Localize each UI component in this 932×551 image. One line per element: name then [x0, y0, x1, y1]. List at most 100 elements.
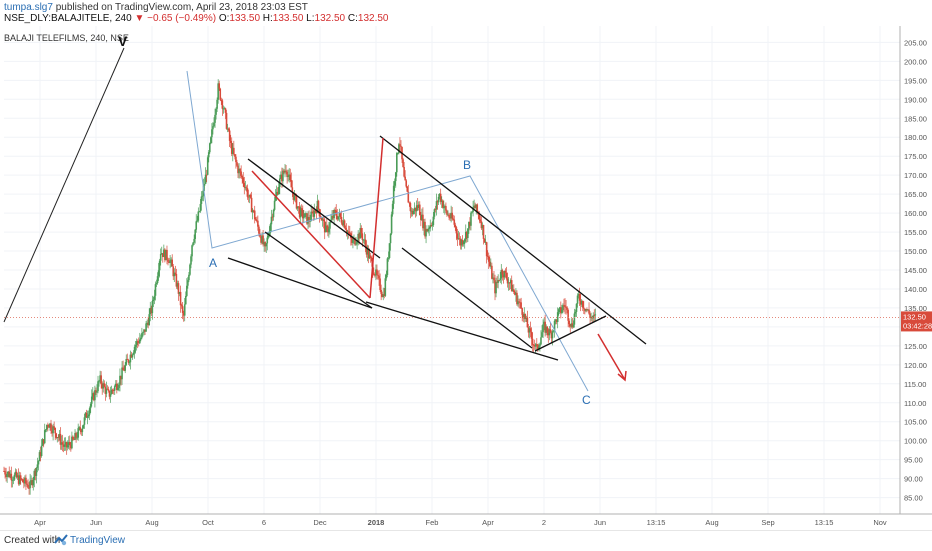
candle-body — [445, 206, 447, 211]
candle-body — [581, 300, 584, 308]
candle-body — [326, 225, 328, 227]
candle-body — [398, 144, 400, 153]
candle-body — [181, 306, 184, 313]
candle-body — [3, 471, 5, 472]
candle-body — [96, 391, 98, 393]
candle-body — [221, 100, 224, 109]
candle-body — [526, 317, 529, 328]
candle-body — [538, 346, 540, 349]
red-trend-line — [251, 170, 371, 299]
candle-body — [192, 242, 194, 246]
candle-body — [473, 205, 475, 208]
candle-body — [6, 473, 8, 477]
price-tick-label: 170.00 — [904, 171, 927, 180]
grid-lines — [4, 26, 900, 514]
price-tick-label: 195.00 — [904, 76, 927, 85]
candle-body — [443, 207, 445, 209]
time-axis[interactable]: Apr Jun Aug Oct 6 Dec 2018 Feb Apr 2 Jun 13:15 Aug Se… — [0, 513, 932, 527]
candle-body — [373, 272, 375, 275]
candle-body — [466, 231, 468, 239]
candle-body — [458, 238, 461, 240]
candle-body — [224, 108, 227, 113]
candle-body — [237, 165, 239, 174]
candle-body — [551, 331, 554, 339]
candle-body — [520, 302, 522, 309]
candle-body — [154, 284, 157, 296]
low-label: L: — [306, 13, 315, 24]
candle-body — [545, 326, 548, 333]
candle-body — [53, 426, 55, 428]
candle-body — [5, 474, 7, 477]
price-tick-label: 105.00 — [904, 418, 927, 427]
candle-body — [230, 142, 233, 154]
candle-body — [336, 215, 339, 220]
candle-body — [220, 99, 223, 101]
candle-body — [90, 396, 93, 404]
candle-body — [573, 313, 576, 325]
time-tick-label: Apr — [482, 518, 494, 527]
candle-body — [360, 228, 363, 234]
candle-body — [427, 228, 429, 232]
candle-body — [348, 233, 351, 235]
candle-body — [31, 480, 34, 486]
wedge-lower-1 — [227, 257, 373, 309]
time-tick-label: Aug — [705, 518, 718, 527]
channel-lower-2 — [401, 247, 533, 349]
candle-body — [41, 439, 44, 446]
time-tick-label: Dec — [313, 518, 327, 527]
candle-body — [587, 309, 589, 311]
candle-body — [155, 282, 158, 285]
candle-body — [490, 265, 492, 267]
countdown-label: 03:42:28 — [903, 321, 932, 330]
candle-body — [71, 436, 73, 449]
candle-body — [519, 302, 521, 304]
candle-body — [114, 383, 117, 387]
candle-body — [515, 292, 517, 295]
candle-body — [12, 479, 15, 481]
candle-body — [392, 185, 395, 204]
candle-body — [295, 195, 298, 209]
candle-body — [430, 225, 433, 226]
candle-body — [463, 239, 466, 242]
candle-body — [513, 289, 515, 293]
candle-body — [564, 305, 566, 308]
candle-body — [254, 219, 257, 221]
candle-body — [209, 143, 211, 153]
candle-body — [339, 213, 342, 217]
candle-body — [200, 196, 203, 204]
candle-body — [567, 309, 569, 321]
candle-body — [85, 412, 88, 418]
tradingview-link[interactable]: TradingView — [70, 535, 126, 546]
candle-body — [160, 253, 163, 254]
candle-body — [361, 233, 364, 240]
candle-body — [344, 227, 347, 230]
candle-body — [408, 202, 411, 204]
candle-body — [271, 216, 274, 218]
candle-body — [440, 200, 443, 202]
candle-body — [404, 176, 406, 181]
candle-body — [187, 280, 189, 286]
candle-body — [321, 219, 324, 221]
candle-body — [242, 177, 245, 183]
candle-body — [239, 168, 241, 172]
author-link[interactable]: tumpa.slg7 — [4, 2, 53, 13]
price-tick-label: 175.00 — [904, 152, 927, 161]
price-tick-label: 120.00 — [904, 361, 927, 370]
candle-body — [25, 477, 27, 484]
candle-body — [306, 213, 308, 224]
candle-body — [117, 387, 119, 390]
candle-body — [57, 437, 60, 438]
candle-body — [494, 280, 496, 294]
candle-body — [77, 428, 79, 438]
candle-body — [157, 270, 160, 277]
candle-body — [284, 170, 286, 173]
candle-body — [20, 479, 23, 481]
candle-body — [322, 219, 325, 222]
candle-body — [316, 200, 319, 213]
price-axis[interactable]: 205.00 200.00 195.00 190.00 185.00 180.00 175.… — [899, 26, 932, 514]
candle-body — [179, 291, 182, 306]
candle-body — [498, 280, 500, 281]
price-tick-label: 115.00 — [904, 380, 926, 389]
candle-body — [287, 175, 289, 178]
